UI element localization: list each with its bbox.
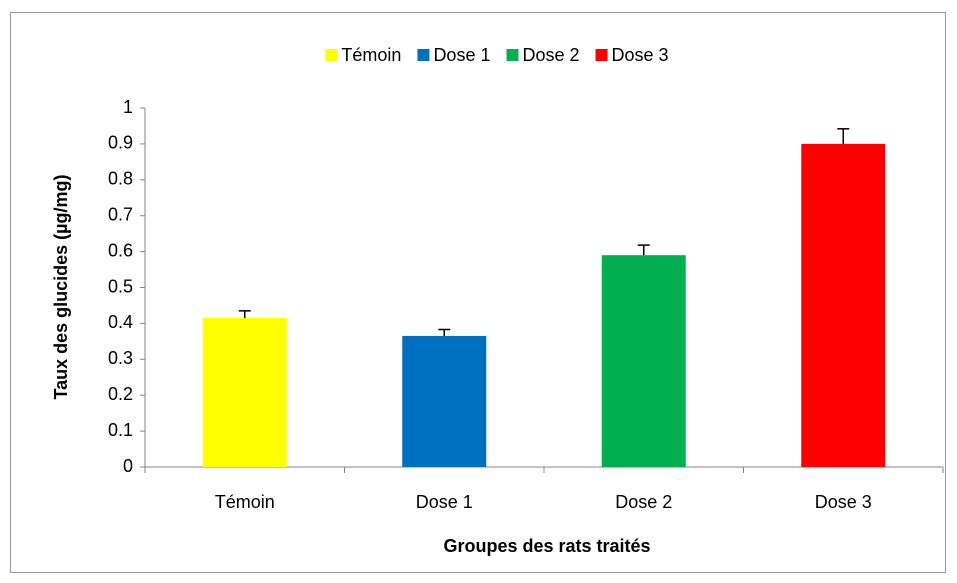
legend-swatch bbox=[506, 49, 519, 61]
y-tick-label: 0.5 bbox=[108, 276, 133, 296]
y-tick-label: 0.9 bbox=[108, 133, 133, 153]
legend-label: Dose 3 bbox=[612, 45, 669, 65]
x-tick-label: Témoin bbox=[215, 492, 275, 512]
bar bbox=[801, 143, 886, 467]
legend-label: Témoin bbox=[341, 45, 401, 65]
y-tick-label: 0.4 bbox=[108, 312, 133, 332]
error-bar bbox=[837, 128, 850, 144]
y-tick-label: 0 bbox=[123, 456, 133, 476]
y-tick-label: 0.8 bbox=[108, 169, 133, 189]
legend-label: Dose 1 bbox=[433, 45, 490, 65]
chart-border bbox=[10, 12, 946, 573]
y-tick-label: 0.7 bbox=[108, 204, 133, 224]
legend-swatch bbox=[417, 49, 430, 61]
y-tick-label: 1 bbox=[123, 97, 133, 117]
error-bar bbox=[238, 310, 251, 319]
legend-swatch bbox=[325, 49, 338, 61]
legend-swatch bbox=[595, 49, 608, 61]
y-axis-title: Taux des glucides (µg/mg) bbox=[51, 174, 71, 399]
x-tick-label: Dose 2 bbox=[615, 492, 672, 512]
legend-label: Dose 2 bbox=[522, 45, 579, 65]
y-tick-label: 0.2 bbox=[108, 384, 133, 404]
y-tick-label: 0.6 bbox=[108, 240, 133, 260]
bar bbox=[402, 335, 487, 467]
bar bbox=[601, 255, 686, 467]
bar bbox=[202, 318, 287, 467]
x-axis-title: Groupes des rats traités bbox=[443, 536, 650, 556]
error-bar bbox=[637, 244, 650, 256]
x-tick-label: Dose 1 bbox=[416, 492, 473, 512]
x-tick-label: Dose 3 bbox=[815, 492, 872, 512]
error-bar bbox=[438, 328, 451, 336]
y-tick-label: 0.3 bbox=[108, 348, 133, 368]
y-tick-label: 0.1 bbox=[108, 420, 133, 440]
